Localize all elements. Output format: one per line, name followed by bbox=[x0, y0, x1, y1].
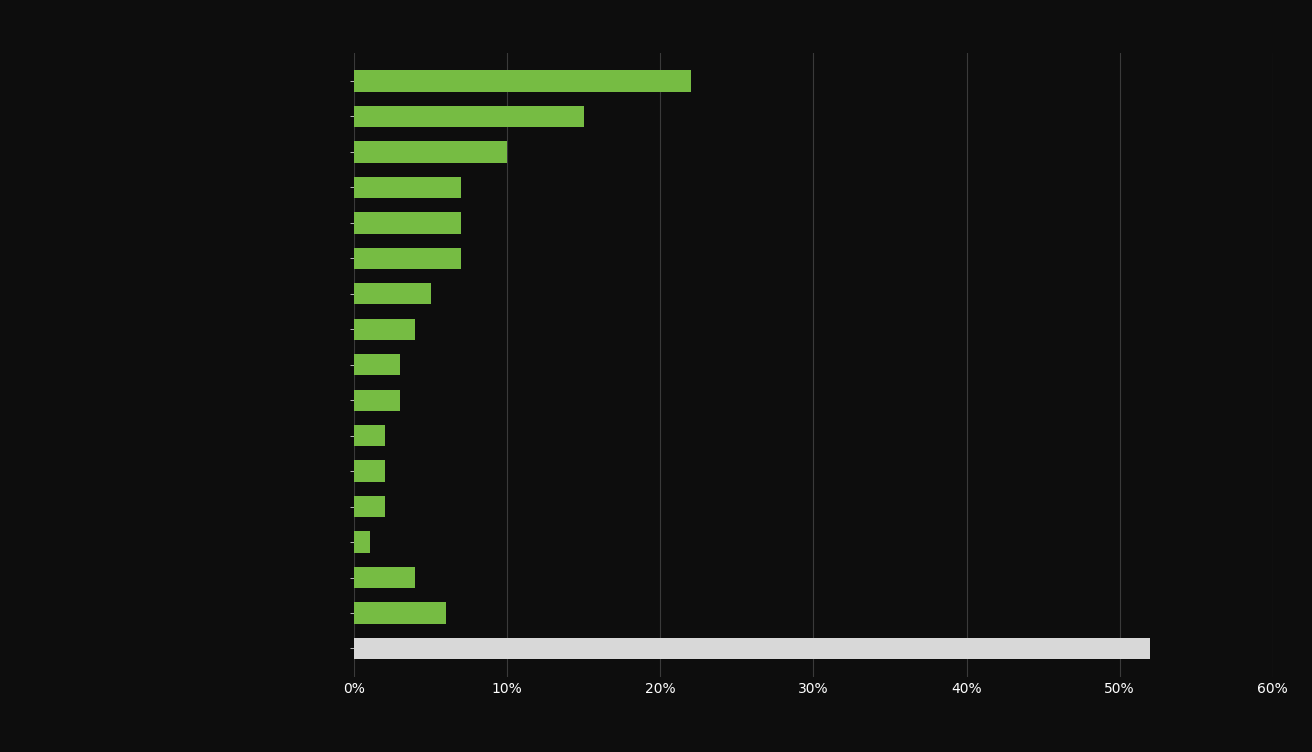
Bar bbox=[354, 390, 400, 411]
Bar bbox=[354, 212, 462, 234]
Bar bbox=[354, 141, 508, 162]
Bar bbox=[354, 496, 384, 517]
Bar bbox=[354, 71, 691, 92]
Bar bbox=[354, 284, 430, 305]
Bar bbox=[354, 460, 384, 482]
Bar bbox=[354, 532, 370, 553]
Bar bbox=[354, 177, 462, 198]
Bar bbox=[354, 602, 446, 623]
Bar bbox=[354, 354, 400, 375]
Bar bbox=[354, 247, 462, 269]
Bar bbox=[354, 567, 416, 588]
Bar bbox=[354, 425, 384, 446]
Bar bbox=[354, 106, 584, 127]
Bar bbox=[354, 638, 1151, 659]
Bar bbox=[354, 319, 416, 340]
